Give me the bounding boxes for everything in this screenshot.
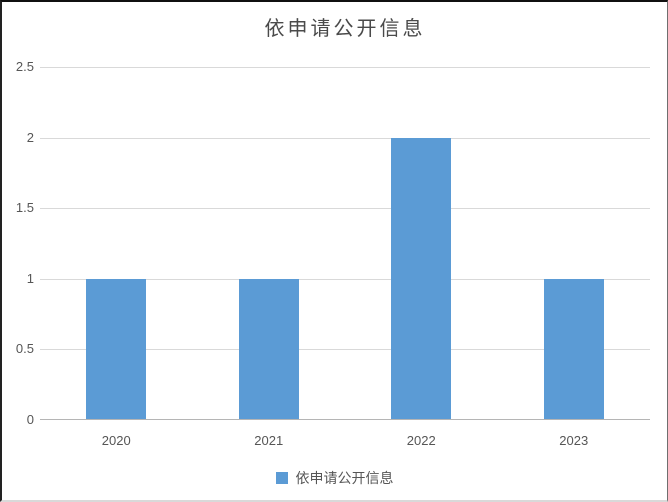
gridline-2 [40,137,650,139]
bar-2022[interactable] [391,137,452,419]
y-tick-2.5: 2.5 [15,59,34,74]
gridline-1.5 [40,208,650,210]
bar-2023[interactable] [543,278,604,419]
x-tick-2022: 2022 [406,433,436,448]
legend-swatch-icon [275,472,288,484]
gridline-0.5 [40,349,650,351]
legend-label: 依申请公开信息 [295,470,394,486]
y-tick-2: 2 [26,129,34,145]
gridline-1 [40,278,650,280]
y-tick-0.5: 0.5 [15,341,34,357]
plot-area [40,67,650,420]
x-tick-2023: 2023 [559,433,589,448]
gridline-2.5 [40,67,650,68]
x-axis-line [40,419,650,420]
bar-2021[interactable] [238,278,299,419]
legend-item[interactable]: 依申请公开信息 [2,468,667,488]
x-tick-2020: 2020 [101,433,131,448]
y-tick-0: 0 [26,412,34,427]
bar-2020[interactable] [86,278,147,419]
y-tick-1.5: 1.5 [15,200,34,216]
y-tick-1: 1 [26,270,34,286]
x-tick-2021: 2021 [254,433,284,448]
chart-title: 依申请公开信息 [264,18,426,40]
